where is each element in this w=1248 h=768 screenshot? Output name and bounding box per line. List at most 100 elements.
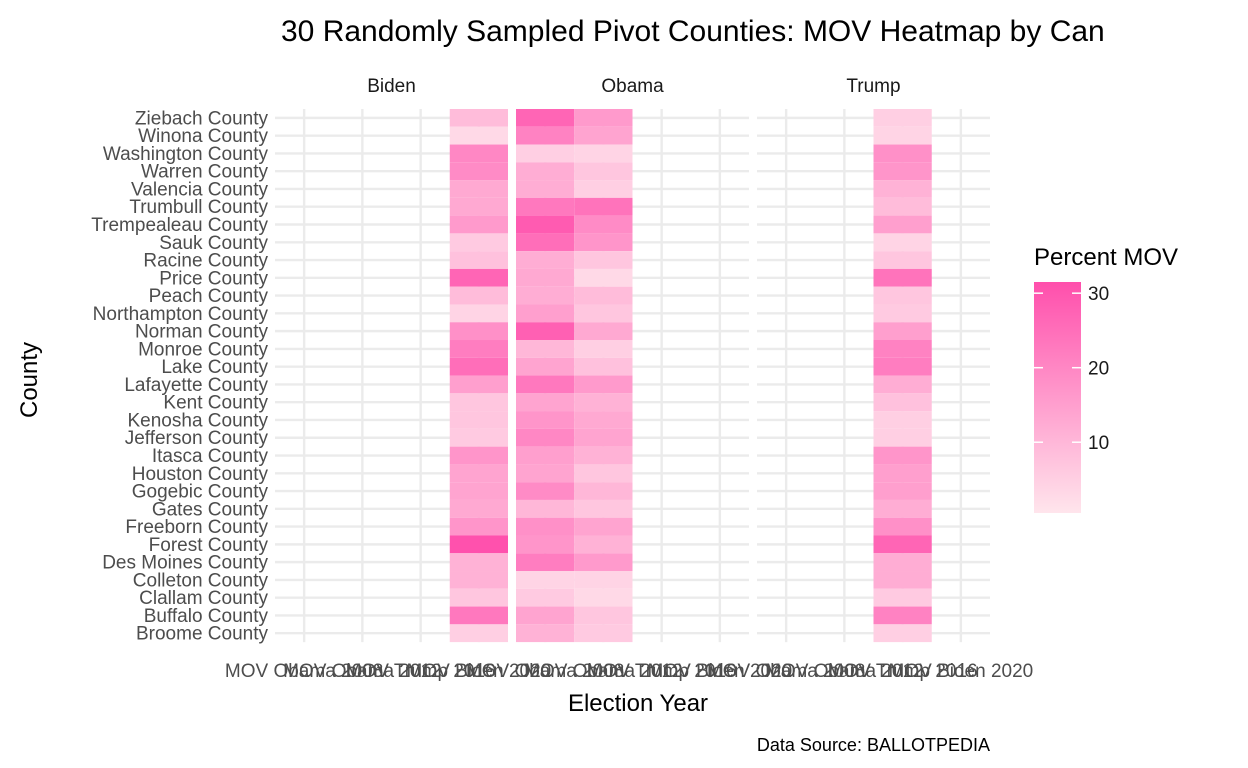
- tile-obama-lake-county: [574, 357, 633, 376]
- y-tick-label: Monroe County: [138, 339, 268, 360]
- x-tick-label: MOV Trump 2016: [828, 661, 978, 682]
- x-tick-label: MOV Biden 2020: [407, 661, 552, 682]
- tile-biden-warren-county: [449, 162, 508, 181]
- tile-biden-monroe-county: [449, 340, 508, 358]
- x-tick-label: MOV Biden 2020: [889, 661, 1034, 682]
- tile-obama-monroe-county: [516, 340, 575, 358]
- tile-obama-washington-county: [574, 144, 633, 163]
- tile-obama-buffalo-county: [516, 606, 575, 625]
- tile-biden-northampton-county: [449, 304, 508, 323]
- y-tick-label: Warren County: [141, 162, 269, 183]
- tile-trump-lafayette-county: [873, 375, 932, 394]
- tile-obama-jefferson-county: [574, 428, 633, 447]
- tile-biden-freeborn-county: [449, 517, 508, 536]
- tile-obama-clallam-county: [516, 588, 575, 607]
- tile-trump-buffalo-county: [873, 606, 932, 625]
- legend-title: Percent MOV: [1034, 244, 1178, 271]
- tile-biden-price-county: [449, 268, 508, 287]
- x-tick-label: MOV Obama 2012: [765, 661, 923, 682]
- tile-obama-winona-county: [516, 126, 575, 145]
- x-tick-label: MOV Obama 2012: [283, 661, 441, 682]
- tile-biden-clallam-county: [449, 588, 508, 607]
- tile-obama-broome-county: [516, 624, 575, 643]
- y-tick-label: Racine County: [143, 251, 268, 272]
- y-tick-label: Gates County: [152, 499, 269, 520]
- tile-obama-houston-county: [516, 464, 575, 483]
- tile-trump-freeborn-county: [873, 517, 932, 536]
- tile-trump-jefferson-county: [873, 428, 932, 447]
- tile-trump-des-moines-county: [873, 553, 932, 572]
- y-tick-label: Washington County: [103, 144, 269, 165]
- tile-obama-northampton-county: [574, 304, 633, 323]
- tile-obama-washington-county: [516, 144, 575, 163]
- heatmap-panels: [275, 109, 990, 643]
- tile-biden-valencia-county: [449, 180, 508, 198]
- legend-tick-label: 30: [1088, 284, 1109, 305]
- tile-trump-peach-county: [873, 286, 932, 305]
- tile-trump-ziebach-county: [873, 109, 932, 127]
- y-tick-label: Northampton County: [93, 304, 269, 325]
- tile-biden-broome-county: [449, 624, 508, 643]
- tile-biden-buffalo-county: [449, 606, 508, 625]
- tile-trump-racine-county: [873, 251, 932, 269]
- y-tick-label: Kent County: [163, 393, 268, 414]
- tile-trump-valencia-county: [873, 180, 932, 198]
- tile-obama-itasca-county: [516, 446, 575, 465]
- tile-obama-monroe-county: [574, 340, 633, 358]
- tile-obama-forest-county: [516, 535, 575, 554]
- y-tick-label: Freeborn County: [125, 517, 268, 538]
- tile-obama-price-county: [574, 268, 633, 287]
- tile-biden-forest-county: [449, 535, 508, 554]
- tile-obama-ziebach-county: [574, 109, 633, 127]
- tile-trump-lake-county: [873, 357, 932, 376]
- y-axis-title: County: [16, 342, 43, 418]
- panel-strips: Biden Obama Trump: [367, 76, 900, 97]
- x-tick-label: MOV Obama 2012: [524, 661, 682, 682]
- tile-biden-houston-county: [449, 464, 508, 483]
- tile-trump-price-county: [873, 268, 932, 287]
- tile-obama-racine-county: [574, 251, 633, 269]
- tile-obama-trempealeau-county: [574, 215, 633, 234]
- tile-trump-trumbull-county: [873, 197, 932, 216]
- tile-obama-trempealeau-county: [516, 215, 575, 234]
- y-tick-label: Gogebic County: [132, 482, 269, 503]
- tile-obama-colleton-county: [574, 571, 633, 589]
- tile-obama-winona-county: [574, 126, 633, 145]
- tile-trump-houston-county: [873, 464, 932, 483]
- tile-trump-trempealeau-county: [873, 215, 932, 234]
- y-tick-label: Lafayette County: [124, 375, 268, 396]
- tile-biden-winona-county: [449, 126, 508, 145]
- tile-biden-jefferson-county: [449, 428, 508, 447]
- tile-obama-lafayette-county: [516, 375, 575, 394]
- strip-label-trump: Trump: [846, 76, 900, 97]
- tile-biden-peach-county: [449, 286, 508, 305]
- tile-obama-gogebic-county: [516, 482, 575, 500]
- y-tick-label: Price County: [159, 268, 268, 289]
- tile-obama-houston-county: [574, 464, 633, 483]
- tile-obama-norman-county: [574, 322, 633, 341]
- legend-tick-label: 10: [1088, 433, 1109, 454]
- tile-trump-northampton-county: [873, 304, 932, 323]
- tile-biden-lafayette-county: [449, 375, 508, 394]
- x-axis-title: Election Year: [568, 690, 708, 717]
- strip-label-biden: Biden: [367, 76, 416, 97]
- tile-obama-lake-county: [516, 357, 575, 376]
- tile-trump-washington-county: [873, 144, 932, 163]
- y-tick-label: Jefferson County: [125, 428, 269, 449]
- y-tick-label: Buffalo County: [144, 606, 269, 627]
- tile-obama-norman-county: [516, 322, 575, 341]
- y-tick-label: Sauk County: [159, 233, 268, 254]
- tile-trump-sauk-county: [873, 233, 932, 252]
- tile-trump-kenosha-county: [873, 411, 932, 429]
- y-tick-label: Lake County: [161, 357, 268, 378]
- tile-biden-des-moines-county: [449, 553, 508, 572]
- tile-trump-broome-county: [873, 624, 932, 643]
- tile-trump-clallam-county: [873, 588, 932, 607]
- tile-biden-norman-county: [449, 322, 508, 341]
- tile-biden-trempealeau-county: [449, 215, 508, 234]
- tile-obama-clallam-county: [574, 588, 633, 607]
- tile-obama-sauk-county: [574, 233, 633, 252]
- tile-biden-gates-county: [449, 499, 508, 518]
- tile-obama-des-moines-county: [574, 553, 633, 572]
